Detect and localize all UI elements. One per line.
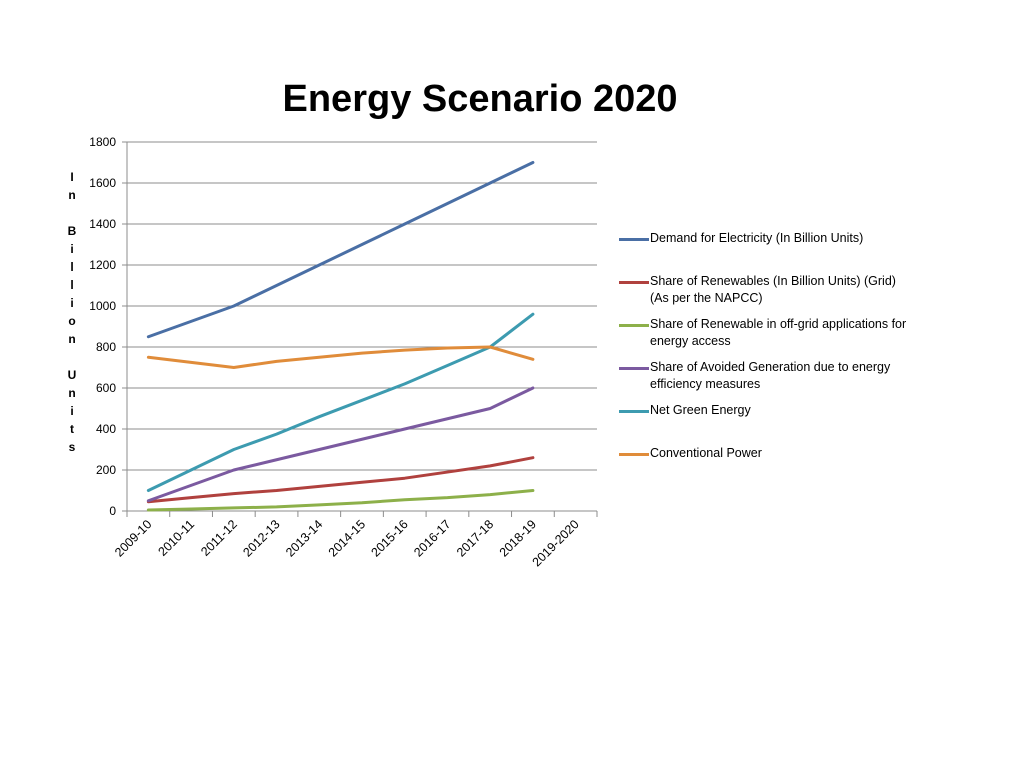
legend-swatch bbox=[619, 453, 649, 456]
x-tick-label: 2013-14 bbox=[283, 517, 325, 559]
y-tick-label: 1400 bbox=[89, 217, 116, 231]
legend-swatch bbox=[619, 410, 649, 413]
y-tick-label: 1000 bbox=[89, 299, 116, 313]
legend-swatch bbox=[619, 281, 649, 284]
series-line bbox=[146, 456, 535, 504]
y-tick-label: 400 bbox=[96, 422, 116, 436]
legend-label: Share of Avoided Generation due to energ… bbox=[650, 360, 891, 391]
legend-swatch bbox=[619, 367, 649, 370]
y-tick-label: 1600 bbox=[89, 176, 116, 190]
series-line bbox=[146, 345, 535, 369]
x-tick-label: 2011-12 bbox=[198, 517, 240, 559]
y-tick-label: 800 bbox=[96, 340, 116, 354]
x-tick-label: 2015-16 bbox=[369, 517, 411, 559]
x-tick-label: 2018-19 bbox=[497, 517, 539, 559]
x-tick-label: 2019-2020 bbox=[530, 517, 582, 569]
series-line bbox=[146, 386, 535, 503]
y-tick-label: 0 bbox=[109, 504, 116, 518]
legend-label: Share of Renewables (In Billion Units) (… bbox=[650, 274, 896, 305]
y-tick-label: 1800 bbox=[89, 135, 116, 149]
series-line bbox=[146, 489, 535, 512]
x-tick-label: 2017-18 bbox=[454, 517, 496, 559]
chart-title: Energy Scenario 2020 bbox=[282, 78, 678, 120]
series-line bbox=[146, 312, 535, 492]
legend-label: Demand for Electricity (In Billion Units… bbox=[650, 231, 864, 245]
x-tick-label: 2009-10 bbox=[112, 517, 154, 559]
x-tick-label: 2014-15 bbox=[326, 517, 368, 559]
series-line bbox=[146, 161, 535, 339]
y-tick-label: 200 bbox=[96, 463, 116, 477]
y-tick-label: 1200 bbox=[89, 258, 116, 272]
y-axis-label: I n B i l l i o n U n i t s bbox=[67, 170, 77, 454]
y-tick-label: 600 bbox=[96, 381, 116, 395]
legend-label: Conventional Power bbox=[650, 446, 762, 460]
legend-swatch bbox=[619, 238, 649, 241]
x-tick-label: 2012-13 bbox=[240, 517, 282, 559]
legend-label: Share of Renewable in off-grid applicati… bbox=[650, 317, 907, 348]
x-tick-label: 2016-17 bbox=[411, 517, 453, 559]
legend-label: Net Green Energy bbox=[650, 403, 751, 417]
x-tick-label: 2010-11 bbox=[156, 517, 198, 559]
legend-swatch bbox=[619, 324, 649, 327]
